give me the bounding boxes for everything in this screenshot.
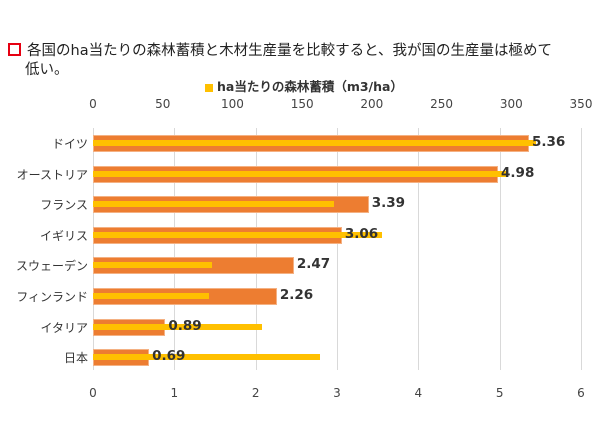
square-bullet-icon [8,43,21,56]
gridline [499,128,501,370]
bottom-axis-tick: 4 [414,386,423,400]
chart-title: 各国のha当たりの森林蓄積と木材生産量を比較すると、我が国の生産量は極めて 低い… [8,42,593,80]
category-label: 日本 [63,351,88,366]
category-label: イタリア [40,320,88,335]
category-label: フィンランド [16,290,88,304]
bottom-axis-tick: 3 [333,386,341,400]
bar-forest-stock [93,262,212,269]
data-label: 4.98 [501,164,535,181]
category-label: オーストリア [16,167,88,182]
category-label: イギリス [39,228,88,243]
top-axis-tick: 150 [290,97,314,111]
bar-forest-stock [93,231,382,238]
top-axis-tick: 100 [220,97,244,111]
legend-swatch-icon [205,84,213,92]
top-axis-tick: 50 [155,97,171,111]
gridline [581,128,582,370]
legend: ha当たりの森林蓄積（m3/ha） [205,76,403,95]
data-label: 0.89 [168,317,202,334]
top-axis-tick: 300 [499,97,523,111]
bottom-axis-tick: 0 [89,386,97,400]
bottom-axis-tick: 6 [577,386,585,400]
data-label: 0.69 [152,348,186,365]
top-axis-tick: 0 [89,97,97,111]
gridline [255,128,257,370]
title-line-1: 各国のha当たりの森林蓄積と木材生産量を比較すると、我が国の生産量は極めて [27,43,552,59]
category-label: フランス [40,198,88,213]
data-label: 3.06 [344,225,379,242]
gridline [174,128,176,370]
bottom-axis-tick: 5 [495,386,504,400]
bar-forest-stock [93,201,335,208]
top-axis-tick: 250 [430,97,454,111]
bottom-axis-tick: 1 [170,386,179,400]
category-label: ドイツ [51,137,88,151]
data-label: 3.39 [371,195,406,212]
gridline [337,128,338,370]
data-label: 5.36 [531,134,566,150]
category-label: スウェーデン [15,259,88,274]
gridline [93,128,94,370]
bar-forest-stock [93,293,209,299]
legend-label: ha当たりの森林蓄積（m3/ha） [217,79,403,94]
top-axis-tick: 200 [360,97,384,111]
bar-forest-stock [93,140,537,146]
bar-forest-stock [93,354,321,361]
bar-forest-stock [93,170,509,177]
top-axis-tick: 350 [569,97,593,111]
data-label: 2.47 [296,256,331,273]
title-line-2: 低い。 [25,62,69,78]
data-label: 2.26 [279,287,314,303]
bottom-axis-tick: 2 [251,386,260,400]
bar-forest-stock [93,323,262,330]
gridline [418,128,420,370]
